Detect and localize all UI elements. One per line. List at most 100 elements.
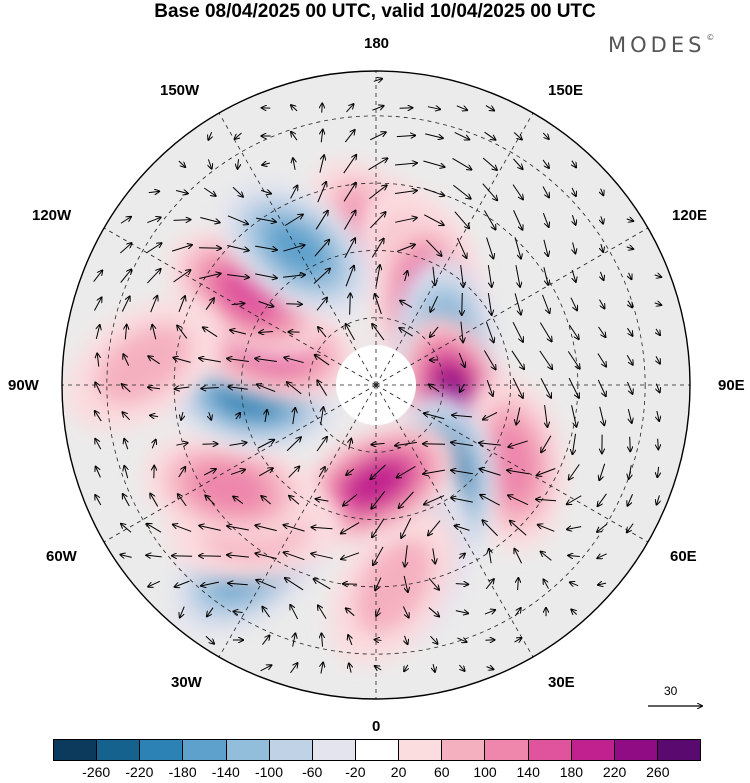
wind-arrow [316, 298, 327, 311]
colorbar-swatch [571, 740, 615, 760]
colorbar-swatch [657, 740, 701, 760]
wind-arrow [283, 275, 305, 278]
contour-band [486, 422, 538, 505]
wind-arrow [452, 415, 472, 417]
wind-arrow [315, 355, 330, 366]
wind-arrow [171, 245, 192, 252]
wind-arrow [261, 496, 271, 505]
wind-arrow [539, 350, 552, 369]
wind-arrow [173, 358, 191, 363]
colorbar-swatch [97, 740, 141, 760]
wind-arrow [424, 214, 443, 225]
wind-arrow [396, 135, 415, 136]
wind-arrow [542, 212, 548, 227]
wind-arrow [429, 384, 440, 392]
wind-arrow [514, 549, 523, 564]
wind-arrow [120, 243, 131, 254]
wind-arrow [343, 155, 356, 174]
wind-arrow [314, 579, 331, 590]
colorbar-tick-label: 260 [646, 764, 670, 780]
wind-arrow [542, 294, 549, 313]
wind-arrow [458, 352, 465, 367]
wind-arrow [120, 555, 132, 558]
colorbar-swatch [355, 740, 400, 760]
colorbar-swatch [614, 740, 658, 760]
wind-arrow [487, 293, 491, 315]
lon-label-30e: 30E [548, 674, 575, 691]
wind-arrow [319, 155, 324, 173]
wind-arrow [572, 433, 575, 454]
wind-arrow [571, 405, 577, 426]
wind-arrow [201, 581, 220, 586]
wind-arrow [124, 466, 127, 479]
wind-arrow [568, 324, 578, 339]
wind-arrow [262, 163, 270, 165]
wind-arrow [176, 190, 188, 193]
wind-arrow [318, 467, 325, 478]
wind-arrow [257, 384, 276, 393]
wind-arrow [259, 331, 273, 332]
wind-arrow [487, 265, 491, 287]
wind-arrow [458, 553, 465, 558]
wind-arrow [543, 239, 548, 256]
wind-arrow [341, 522, 360, 534]
lon-label-180: 180 [364, 35, 390, 52]
wind-arrow [260, 190, 271, 193]
wind-arrow [573, 242, 576, 254]
wind-arrow [375, 577, 382, 591]
colorbar-tick-label: 20 [390, 764, 407, 780]
wind-arrow [317, 380, 328, 396]
wind-arrow [346, 608, 355, 617]
wind-arrow [321, 633, 322, 647]
colorbar-tick-label: -260 [82, 764, 111, 780]
wind-arrow [457, 638, 466, 642]
wind-arrow [451, 498, 473, 503]
wind-arrow [123, 494, 130, 507]
wind-arrow [572, 160, 576, 168]
wind-arrow [209, 412, 211, 419]
wind-arrow [484, 210, 495, 230]
wind-arrow [451, 470, 473, 475]
wind-arrow [255, 525, 277, 532]
wind-arrow [454, 132, 470, 139]
wind-arrow [230, 330, 246, 335]
wind-arrow [232, 186, 243, 196]
wind-arrow [375, 640, 382, 641]
wind-arrow [425, 133, 443, 138]
wind-arrow [542, 186, 549, 198]
wind-arrow [148, 580, 161, 586]
wind-arrow [395, 218, 417, 223]
wind-arrow [518, 578, 519, 591]
wind-arrow [175, 387, 190, 389]
wind-arrow [199, 358, 221, 363]
wind-arrow [256, 217, 276, 222]
wind-arrow [150, 296, 158, 313]
colorbar [53, 739, 701, 761]
wind-arrow [572, 215, 575, 225]
wind-arrow [255, 245, 277, 250]
wind-arrow [371, 490, 386, 508]
wind-arrow [514, 237, 521, 258]
wind-arrow [628, 300, 632, 308]
wind-arrow [539, 322, 551, 342]
wind-arrow [148, 387, 161, 388]
wind-arrow [656, 383, 659, 393]
wind-arrow [428, 520, 441, 536]
wind-arrow [321, 663, 323, 674]
wind-arrow [316, 437, 327, 452]
wind-arrow [423, 160, 444, 167]
wind-arrow [293, 408, 295, 425]
wind-arrow [399, 491, 414, 508]
colorbar-tick-label: -140 [211, 764, 240, 780]
wind-arrow [512, 321, 523, 342]
wind-arrow [485, 579, 494, 590]
wind-arrow [228, 387, 248, 390]
wind-arrow [598, 583, 607, 585]
wind-arrow [597, 379, 606, 396]
wind-arrow [567, 495, 582, 505]
reference-vector-label: 30 [664, 684, 678, 698]
wind-arrow [121, 524, 132, 533]
wind-arrow [227, 358, 249, 361]
wind-arrow [181, 412, 183, 420]
wind-arrow [178, 160, 185, 167]
